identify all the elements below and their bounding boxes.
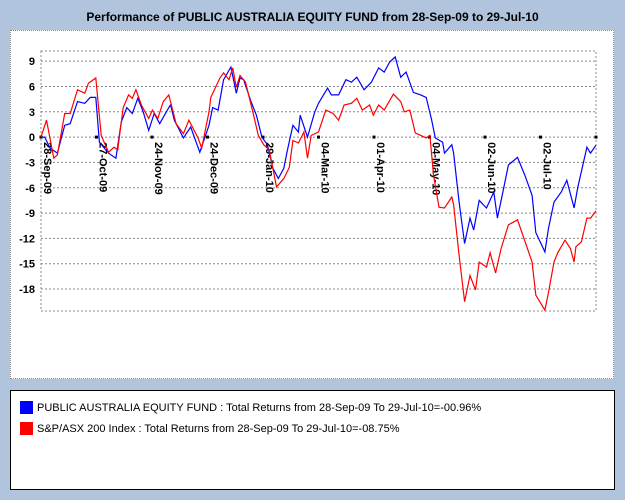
x-tick-mark <box>206 135 209 139</box>
x-tick-label: 29-Jan-10 <box>263 142 275 193</box>
y-tick-label: -18 <box>19 284 35 296</box>
series-line-fund <box>41 55 597 254</box>
plot-border <box>40 50 597 312</box>
legend-label: S&P/ASX 200 Index : Total Returns from 2… <box>37 422 400 435</box>
y-tick-label: -15 <box>19 259 35 271</box>
x-tick-mark <box>150 135 154 139</box>
x-tick-label: 28-Sep-09 <box>41 142 53 194</box>
y-tick-label: -9 <box>25 208 35 220</box>
legend-label: PUBLIC AUSTRALIA EQUITY FUND : Total Ret… <box>37 401 482 414</box>
x-tick-mark <box>317 135 320 139</box>
y-tick-label: -6 <box>25 183 35 195</box>
x-tick-mark <box>261 135 265 139</box>
legend-swatch-red <box>20 422 33 435</box>
x-tick-mark <box>372 135 376 139</box>
legend-swatch-blue <box>20 401 33 414</box>
x-tick-label: 24-Dec-09 <box>208 142 220 194</box>
x-tick-mark <box>95 135 98 139</box>
y-tick-label: -3 <box>25 157 35 169</box>
y-tick-label: 6 <box>29 81 35 93</box>
x-tick-mark <box>483 135 487 139</box>
y-tick-label: 3 <box>29 107 35 119</box>
legend-item-index: S&P/ASX 200 Index : Total Returns from 2… <box>20 422 400 435</box>
y-tick-label: 0 <box>29 132 35 144</box>
y-tick-label: -12 <box>19 233 35 245</box>
line-chart: 9 6 3 0 -3 -6 -9 -12 -15 -18 28-Sep-09 27-Oct-09 24-… <box>19 50 598 312</box>
chart-panel: 9 6 3 0 -3 -6 -9 -12 -15 -18 28-Sep-09 27-Oct-09 24-… <box>10 30 614 379</box>
legend: PUBLIC AUSTRALIA EQUITY FUND : Total Ret… <box>10 390 615 490</box>
x-tick-mark <box>539 135 542 139</box>
series-line-index <box>40 67 597 312</box>
legend-item-fund: PUBLIC AUSTRALIA EQUITY FUND : Total Ret… <box>20 401 481 414</box>
x-tick-label: 04-May-10 <box>430 142 442 195</box>
x-tick-label: 02-Jul-10 <box>541 142 553 190</box>
x-tick-mark <box>594 135 598 139</box>
x-tick-label: 04-Mar-10 <box>319 142 331 193</box>
x-tick-label: 24-Nov-09 <box>152 142 164 195</box>
y-tick-label: 9 <box>29 56 35 68</box>
x-tick-label: 27-Oct-09 <box>97 142 109 192</box>
x-tick-label: 01-Apr-10 <box>374 142 386 193</box>
chart-title: Performance of PUBLIC AUSTRALIA EQUITY F… <box>86 10 539 24</box>
x-tick-label: 02-Jun-10 <box>485 142 497 193</box>
